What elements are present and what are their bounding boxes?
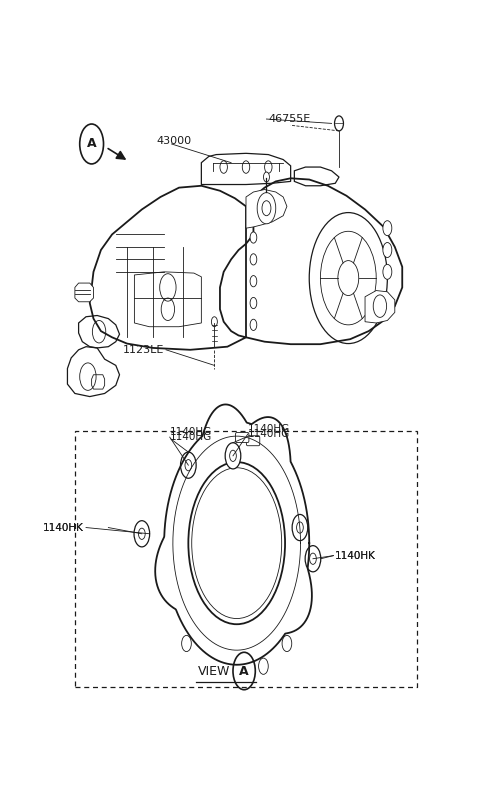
Circle shape	[282, 635, 292, 651]
Circle shape	[257, 193, 276, 224]
Circle shape	[180, 452, 196, 478]
Circle shape	[242, 161, 250, 173]
Polygon shape	[246, 190, 287, 228]
Circle shape	[250, 275, 257, 287]
Circle shape	[338, 261, 359, 296]
Text: 1140HK: 1140HK	[335, 551, 376, 561]
Text: VIEW: VIEW	[198, 664, 230, 677]
Text: 43000: 43000	[156, 136, 192, 146]
Text: 1140HK: 1140HK	[335, 551, 376, 561]
Circle shape	[250, 319, 257, 330]
Circle shape	[225, 443, 241, 469]
Circle shape	[335, 116, 344, 131]
Circle shape	[259, 658, 268, 675]
Circle shape	[134, 521, 150, 547]
Text: 46755E: 46755E	[268, 114, 311, 124]
FancyBboxPatch shape	[246, 436, 260, 446]
Circle shape	[160, 274, 176, 301]
Circle shape	[383, 242, 392, 258]
Text: A: A	[87, 138, 96, 151]
Circle shape	[220, 161, 228, 173]
Circle shape	[264, 172, 269, 182]
Polygon shape	[365, 291, 395, 323]
Circle shape	[305, 546, 321, 572]
Circle shape	[292, 514, 308, 540]
Text: A: A	[240, 664, 249, 677]
Circle shape	[383, 264, 392, 279]
Text: 1140HG: 1140HG	[248, 429, 290, 439]
Circle shape	[211, 317, 217, 326]
Text: 1140HK: 1140HK	[43, 522, 84, 532]
Circle shape	[383, 220, 392, 236]
Circle shape	[250, 254, 257, 265]
Polygon shape	[75, 283, 94, 302]
Polygon shape	[134, 272, 202, 326]
FancyBboxPatch shape	[236, 433, 249, 442]
Text: 1123LE: 1123LE	[123, 345, 164, 355]
Circle shape	[250, 232, 257, 243]
Circle shape	[264, 161, 272, 173]
Text: 1140HK: 1140HK	[43, 522, 84, 532]
Text: 1140HG: 1140HG	[170, 427, 212, 437]
Circle shape	[250, 297, 257, 309]
Text: 1140HG: 1140HG	[170, 432, 212, 442]
Circle shape	[181, 635, 192, 651]
Text: 1140HG: 1140HG	[248, 424, 290, 434]
